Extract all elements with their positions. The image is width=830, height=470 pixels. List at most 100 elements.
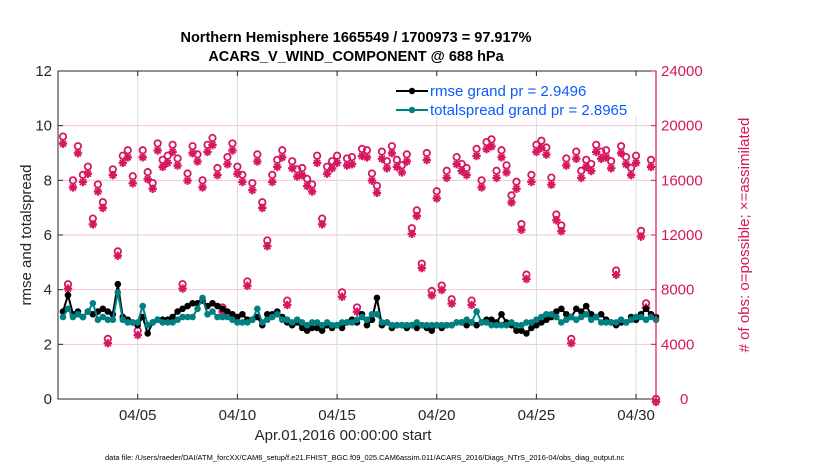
totalspread-point (468, 319, 475, 326)
rmse-point (179, 305, 186, 313)
obs-assimilated-marker (317, 220, 327, 229)
obs-assimilated-marker (611, 270, 621, 280)
obs-assimilated-marker (63, 284, 73, 293)
obs-assimilated-marker (427, 291, 436, 300)
totalspread-point (234, 319, 241, 326)
totalspread-point (378, 319, 386, 326)
totalspread-point (533, 316, 540, 324)
obs-assimilated-marker (522, 274, 531, 284)
obs-assimilated-marker (183, 176, 192, 185)
totalspread-point (478, 319, 485, 326)
obs-possible-marker (507, 191, 516, 200)
rmse-point (463, 321, 470, 329)
totalspread-point (582, 310, 590, 318)
obs-assimilated-marker (592, 147, 601, 157)
rmse-point (214, 302, 221, 310)
left-tick-label: 2 (44, 336, 52, 353)
legend-marker-rmse (408, 87, 416, 95)
rmse-point (553, 308, 560, 315)
totalspread-point (104, 316, 112, 324)
x-tick-label: 04/20 (418, 407, 456, 424)
totalspread-point (69, 313, 77, 321)
obs-assimilated-marker (437, 285, 446, 295)
totalspread-point (528, 319, 535, 326)
right-axis: 0 4000 8000 12000 16000 20000 24000 (651, 63, 703, 408)
totalspread-point (503, 321, 510, 329)
obs-assimilated-marker (297, 170, 307, 180)
totalspread-point (99, 313, 107, 321)
obs-assimilated-marker (537, 143, 546, 152)
rmse-point (224, 308, 231, 315)
totalspread-point (572, 316, 580, 324)
totalspread-point (264, 316, 271, 324)
x-axis-label: Apr.01,2016 00:00:00 start (255, 427, 433, 444)
obs-assimilated-marker (178, 284, 187, 293)
obs-assimilated-marker (288, 164, 297, 173)
rmse-point (313, 324, 321, 332)
obs-assimilated-marker (646, 162, 656, 172)
obs-possible-marker (253, 150, 262, 159)
obs-assimilated-marker (268, 177, 277, 187)
obs-assimilated-marker (98, 203, 108, 213)
left-tick-label: 6 (44, 227, 52, 244)
obs-possible-marker (228, 139, 237, 148)
obs-assimilated-marker (83, 169, 93, 178)
obs-assimilated-marker (626, 170, 636, 180)
obs-assimilated-marker (188, 149, 197, 158)
rmse-point (303, 327, 311, 334)
rmse-point (368, 316, 376, 324)
rmse-point (523, 330, 530, 337)
obs-assimilated-marker (601, 153, 611, 162)
totalspread-point (458, 319, 465, 326)
totalspread-point (189, 313, 196, 321)
obs-assimilated-marker (417, 263, 426, 273)
obs-assimilated-marker (347, 160, 357, 169)
obs-assimilated-marker (138, 153, 147, 162)
obs-possible-marker (173, 154, 182, 163)
totalspread-point (124, 319, 132, 326)
rmse-point (104, 308, 112, 315)
obs-assimilated-marker (517, 225, 526, 234)
obs-assimilated-marker (372, 188, 382, 198)
obs-assimilated-marker (616, 149, 626, 158)
rmse-point (298, 324, 306, 332)
x-tick-label: 04/10 (219, 407, 257, 424)
totalspread-point (443, 321, 451, 329)
totalspread-point (433, 321, 441, 329)
totalspread-point (373, 310, 381, 318)
obs-assimilated-marker (367, 176, 377, 185)
rmse-point (563, 310, 570, 318)
obs-assimilated-marker (248, 185, 257, 195)
obs-assimilated-marker (302, 181, 312, 191)
obs-assimilated-marker (422, 155, 431, 165)
obs-possible-marker (527, 170, 536, 179)
totalspread-point (313, 319, 321, 326)
obs-possible-marker (402, 150, 411, 159)
right-tick-label: 4000 (661, 336, 694, 353)
totalspread-point (159, 319, 166, 326)
obs-assimilated-marker (577, 173, 586, 183)
totalspread-point (333, 321, 341, 329)
totalspread-point (368, 310, 376, 318)
obs-possible-marker (313, 151, 322, 160)
obs-possible-marker (392, 155, 401, 164)
obs-possible-marker (288, 157, 297, 166)
obs-possible-marker (93, 180, 102, 189)
obs-assimilated-marker (582, 162, 591, 172)
totalspread-point (273, 310, 281, 318)
totalspread-point (453, 319, 460, 326)
totalspread-point (548, 310, 555, 318)
totalspread-point (199, 294, 206, 302)
obs-assimilated-marker (492, 173, 501, 183)
obs-assimilated-marker (567, 339, 576, 348)
obs-assimilated-marker (497, 153, 506, 162)
rmse-point (582, 302, 590, 310)
obs-assimilated-marker (307, 187, 317, 196)
obs-possible-marker (213, 163, 222, 173)
obs-assimilated-marker (68, 183, 78, 192)
totalspread-point (448, 321, 455, 329)
totalspread-point (129, 319, 137, 326)
obs-assimilated-marker (228, 146, 237, 155)
totalspread-point (114, 289, 122, 296)
totalspread-point (244, 319, 251, 326)
